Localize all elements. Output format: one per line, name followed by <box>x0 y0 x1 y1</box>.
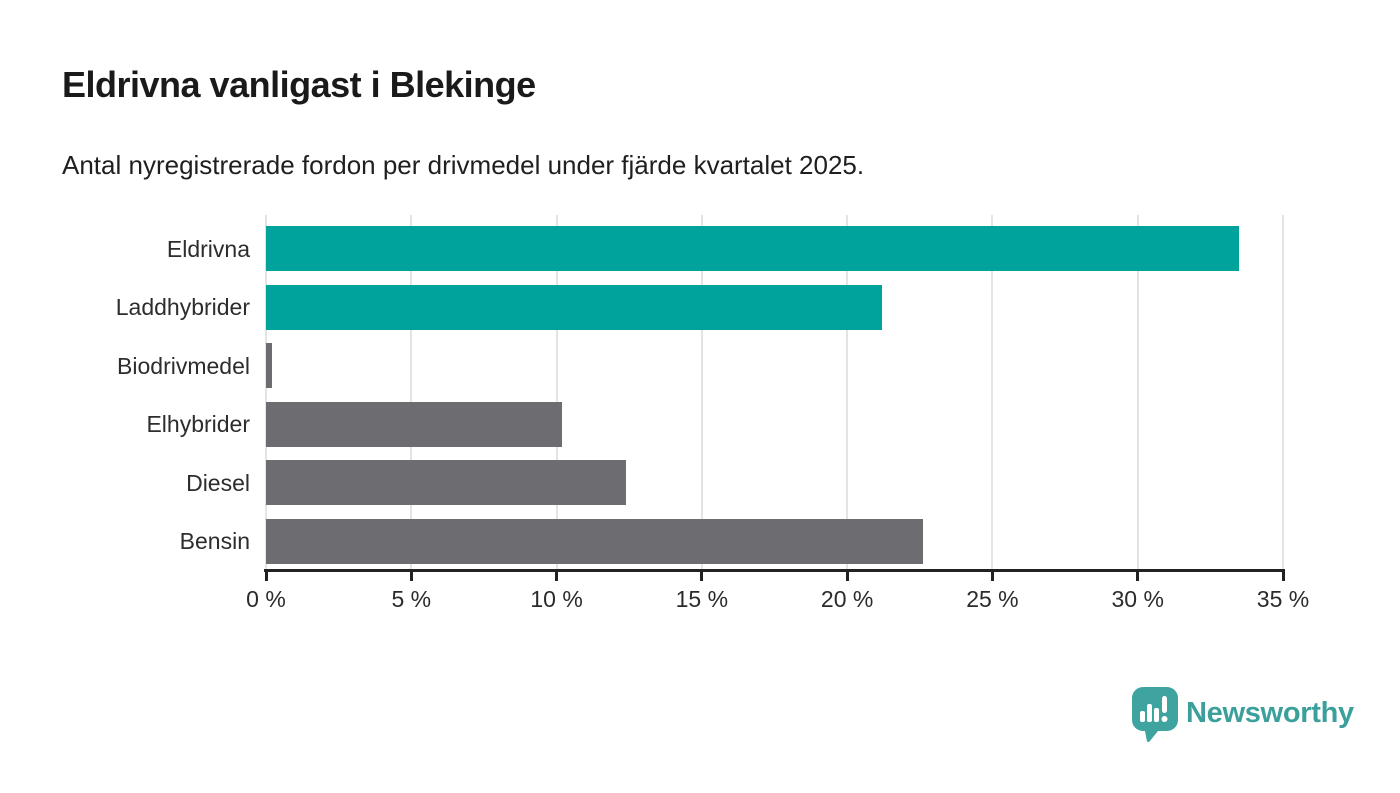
bar-bensin <box>266 518 923 564</box>
gridline <box>1282 215 1284 569</box>
category-label-diesel: Diesel <box>186 469 250 496</box>
category-label-laddhybrider: Laddhybrider <box>115 294 250 320</box>
gridline <box>700 215 703 569</box>
bar-laddhybrider <box>266 284 882 330</box>
gridline <box>1136 215 1139 569</box>
x-axis-tick <box>264 572 268 581</box>
x-axis-tick <box>990 572 994 581</box>
x-axis-tick <box>1281 572 1285 581</box>
x-axis-tick-label: 10 % <box>530 586 583 612</box>
bar-diesel <box>266 460 627 505</box>
gridline <box>846 215 849 569</box>
bar-eldrivna <box>266 226 1240 271</box>
x-axis-tick-label: 30 % <box>1111 586 1164 612</box>
x-axis-tick <box>555 572 559 581</box>
newsworthy-logo: Newsworthy <box>1132 687 1354 743</box>
category-label-eldrivna: Eldrivna <box>166 235 250 262</box>
x-axis-tick <box>409 572 413 581</box>
category-label-biodrivmedel: Biodrivmedel <box>117 352 250 379</box>
bar-elhybrider <box>266 401 563 447</box>
gridline <box>555 215 558 569</box>
gridline <box>265 215 267 569</box>
chart-title: Eldrivna vanligast i Blekinge <box>62 64 536 105</box>
x-axis-line <box>264 569 1285 572</box>
bar-biodrivmedel <box>266 343 272 388</box>
x-axis-tick <box>1136 572 1140 581</box>
gridline <box>410 215 413 569</box>
chart-subtitle: Antal nyregistrerade fordon per drivmede… <box>62 150 865 180</box>
plot-area <box>265 215 1284 569</box>
newsworthy-logo-icon <box>1132 687 1178 742</box>
category-label-bensin: Bensin <box>179 528 250 554</box>
y-axis-labels: Eldrivna Laddhybrider Biodrivmedel Elhybrid… <box>0 215 250 569</box>
x-axis-tick <box>845 572 849 581</box>
gridline <box>991 215 994 569</box>
x-axis-tick-label: 5 % <box>391 586 432 612</box>
x-axis-tick-label: 35 % <box>1256 586 1310 612</box>
x-axis-tick-label: 0 % <box>246 586 286 612</box>
x-axis-tick <box>700 572 704 581</box>
category-label-elhybrider: Elhybrider <box>146 411 250 437</box>
brand-name: Newsworthy <box>1186 696 1354 729</box>
x-axis-tick-label: 25 % <box>966 586 1019 612</box>
x-axis-tick-label: 15 % <box>675 586 729 612</box>
x-axis-tick-label: 20 % <box>820 586 874 612</box>
